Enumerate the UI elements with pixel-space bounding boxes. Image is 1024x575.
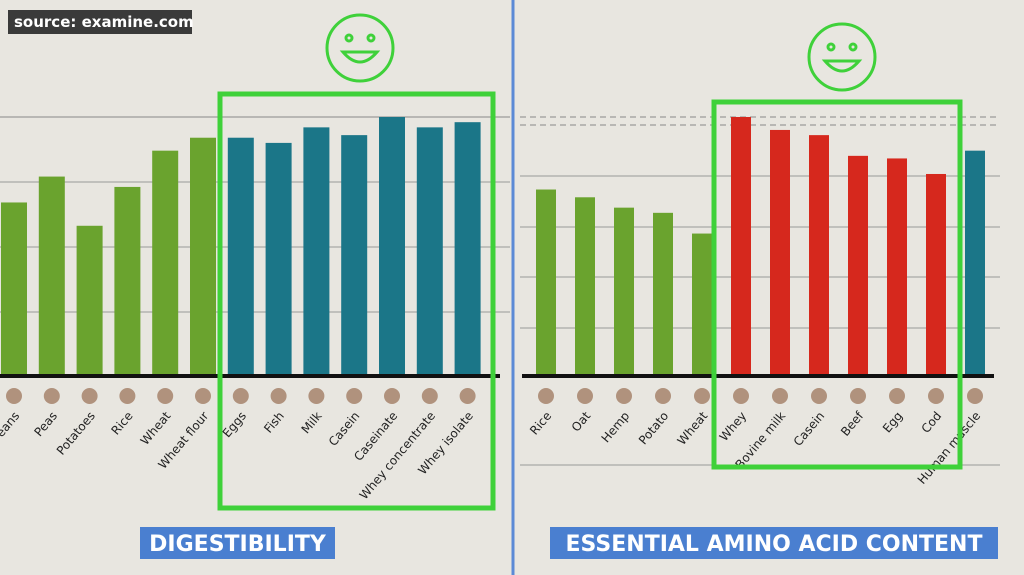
bar <box>809 135 829 376</box>
bar <box>614 207 634 376</box>
food-icon <box>421 388 438 404</box>
food-icon <box>270 388 287 404</box>
bar <box>575 197 595 376</box>
food-icon <box>733 388 749 404</box>
bar <box>731 117 751 376</box>
title-bg <box>140 527 335 559</box>
food-icon <box>232 388 249 404</box>
highlight-box <box>217 91 496 511</box>
bar <box>303 127 330 376</box>
bar <box>965 150 985 376</box>
food-icon <box>308 388 325 404</box>
food-icon <box>850 388 866 404</box>
food-icon <box>655 388 671 404</box>
title-bg <box>550 527 998 559</box>
bar <box>379 117 405 376</box>
food-icon <box>459 388 476 404</box>
source-bg <box>8 10 192 34</box>
bar <box>114 186 141 376</box>
bar <box>416 127 443 376</box>
bar <box>926 173 946 376</box>
bar <box>341 135 368 376</box>
food-icon <box>772 388 788 404</box>
food-icon <box>195 388 211 404</box>
source: source: examine.com <box>14 13 194 31</box>
food-icon <box>577 388 593 404</box>
food-icon <box>157 388 174 404</box>
chart-title: DIGESTIBILITY <box>149 532 327 557</box>
bar <box>848 155 868 376</box>
food-icon <box>928 388 944 404</box>
bar <box>770 129 790 376</box>
bar <box>536 189 556 376</box>
food-icon <box>384 388 400 404</box>
food-icon <box>119 388 136 404</box>
bar <box>1 202 27 376</box>
smiley <box>325 13 877 92</box>
food-icon <box>616 388 632 404</box>
food-icon <box>967 388 983 404</box>
bar <box>38 176 65 376</box>
food-icon <box>346 388 363 404</box>
food-icon <box>6 388 22 404</box>
food-icon <box>889 388 905 404</box>
bar <box>692 233 712 376</box>
bar <box>190 137 216 376</box>
food-icon <box>811 388 827 404</box>
bar <box>265 142 292 376</box>
food-icon <box>538 388 554 404</box>
bar <box>152 150 179 376</box>
food-icon <box>694 388 710 404</box>
chart-title: ESSENTIAL AMINO ACID CONTENT <box>566 532 983 557</box>
highlight-box <box>711 99 963 470</box>
bar <box>653 212 673 376</box>
bar <box>887 158 907 376</box>
food-icon <box>81 388 98 404</box>
bar <box>227 137 254 376</box>
food-icon <box>43 388 60 404</box>
bar <box>76 225 103 376</box>
bar <box>454 122 481 377</box>
